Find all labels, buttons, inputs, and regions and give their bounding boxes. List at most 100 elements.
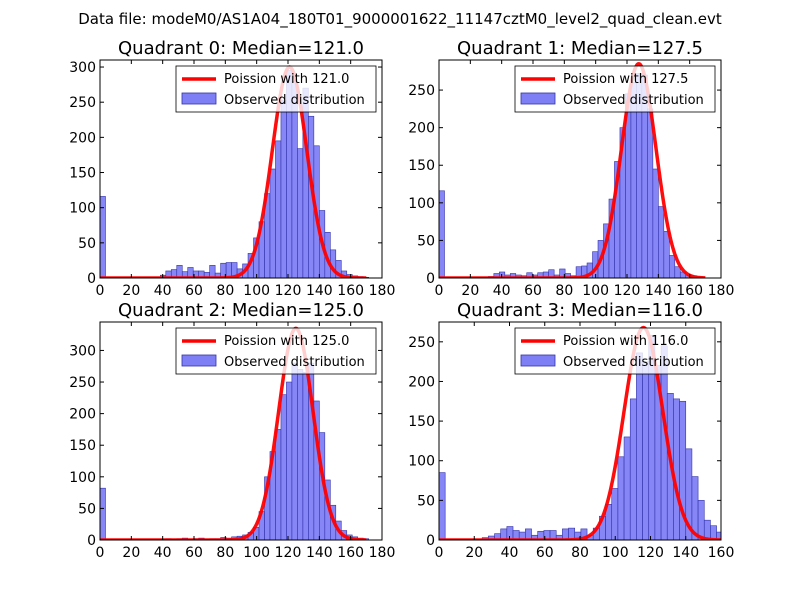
- histogram-bar: [647, 108, 654, 278]
- quadrant-2-panel: Quadrant 2: Median=125.00 20 40 60 80 100 120 1…: [69, 300, 395, 561]
- y-tick-label: 50: [78, 236, 96, 252]
- x-tick-label: 140: [672, 545, 699, 561]
- x-tick-label: 140: [306, 283, 333, 299]
- legend-line-label: Poission with 125.0: [224, 334, 349, 349]
- histogram-bar: [673, 398, 680, 540]
- quadrant-1-panel: Quadrant 1: Median=127.50 20 40 60 80 100 120 1…: [408, 38, 734, 299]
- x-tick-label: 60: [185, 283, 203, 299]
- poisson-curve: [100, 65, 368, 278]
- x-tick-label: 100: [243, 545, 270, 561]
- x-tick-label: 20: [461, 283, 479, 299]
- legend-bar-swatch: [181, 354, 217, 367]
- y-tick-label: 300: [69, 343, 96, 359]
- quadrant-0-plot-area: [100, 65, 369, 278]
- quadrant-3-title: Quadrant 3: Median=116.0: [457, 300, 703, 321]
- histogram-bar: [269, 168, 276, 278]
- histogram-bar: [100, 487, 106, 540]
- histogram-bar: [668, 255, 676, 278]
- legend-line-label: Poission with 121.0: [224, 72, 349, 87]
- quadrant-3-panel: Quadrant 3: Median=116.0 0 20 40 60 80 100 120 1…: [408, 300, 734, 561]
- x-tick-label: 60: [536, 545, 554, 561]
- legend-bar-swatch: [520, 354, 556, 367]
- x-tick-label: 160: [337, 283, 364, 299]
- histogram-bar: [611, 488, 619, 540]
- histogram-bar: [716, 531, 721, 540]
- y-tick-label: 250: [69, 375, 96, 391]
- x-tick-label: 160: [708, 545, 735, 561]
- x-tick-label: 0: [96, 283, 105, 299]
- y-tick-label: 50: [417, 493, 435, 509]
- histogram-bar: [617, 456, 625, 540]
- y-tick-label: 0: [87, 271, 96, 287]
- histogram-bar: [275, 429, 282, 540]
- x-tick-label: 180: [369, 545, 396, 561]
- quadrant-0-axes-frame: [99, 59, 383, 279]
- quadrant-0-legend: Poission with 121.0 Observed distribution: [175, 65, 377, 113]
- quadrant-2-legend: Poission with 125.0 Observed distribution: [175, 327, 377, 375]
- y-tick-label: 0: [426, 533, 435, 549]
- y-tick-label: 100: [408, 454, 435, 470]
- histogram-bar: [439, 190, 445, 278]
- histogram-bar: [439, 472, 446, 540]
- histogram-bar: [658, 206, 665, 278]
- y-tick-label: 150: [69, 438, 96, 454]
- histogram-bar: [623, 436, 631, 540]
- quadrant-1-title: Quadrant 1: Median=127.5: [457, 38, 703, 59]
- x-tick-label: 80: [571, 545, 589, 561]
- x-tick-label: 140: [645, 283, 672, 299]
- y-tick-label: 100: [69, 470, 96, 486]
- histogram-bar: [302, 372, 309, 540]
- quadrant-2-axes-frame: [99, 321, 383, 541]
- histogram-bar: [209, 265, 216, 278]
- histogram-bar: [280, 99, 287, 278]
- quadrant-1-axes-frame: [438, 59, 722, 279]
- histogram-bar: [629, 398, 637, 540]
- y-tick-label: 200: [69, 130, 96, 146]
- y-tick-label: 250: [69, 95, 96, 111]
- x-tick-label: 20: [122, 545, 140, 561]
- legend-bar-label: Observed distribution: [563, 355, 704, 370]
- x-tick-label: 100: [243, 283, 270, 299]
- y-tick-label: 150: [408, 158, 435, 174]
- y-tick-label: 0: [87, 533, 96, 549]
- x-tick-label: 20: [122, 283, 140, 299]
- histogram-bar: [642, 361, 650, 540]
- legend-bar-swatch: [520, 92, 556, 105]
- y-tick-label: 100: [408, 196, 435, 212]
- x-tick-label: 40: [501, 545, 519, 561]
- x-tick-label: 120: [275, 545, 302, 561]
- y-tick-label: 200: [69, 407, 96, 423]
- histogram-bar: [663, 231, 670, 278]
- y-tick-label: 100: [69, 201, 96, 217]
- x-tick-label: 120: [275, 283, 302, 299]
- quadrant-3-plot-area: [439, 325, 721, 540]
- x-tick-label: 140: [306, 545, 333, 561]
- quadrant-0-panel: Quadrant 0: Median=121.00 20 40 60 80 100 120 1…: [69, 38, 395, 299]
- x-tick-label: 0: [435, 545, 444, 561]
- y-tick-label: 250: [408, 335, 435, 351]
- quadrant-3-legend: Poission with 116.0 Observed distribution: [514, 327, 716, 375]
- x-tick-label: 80: [216, 545, 234, 561]
- x-tick-label: 0: [96, 545, 105, 561]
- legend-bar-label: Observed distribution: [224, 93, 365, 108]
- x-tick-label: 40: [154, 283, 172, 299]
- histogram-bar: [176, 265, 183, 278]
- figure-suptitle: Data file: modeM0/AS1A04_180T01_90000016…: [78, 10, 722, 29]
- x-tick-label: 160: [676, 283, 703, 299]
- x-tick-label: 160: [337, 545, 364, 561]
- y-tick-label: 150: [408, 414, 435, 430]
- y-tick-label: 250: [408, 83, 435, 99]
- y-tick-label: 300: [69, 60, 96, 76]
- x-tick-label: 80: [555, 283, 573, 299]
- histogram-bar: [548, 269, 555, 278]
- quadrant-0-title: Quadrant 0: Median=121.0: [118, 38, 364, 59]
- x-tick-label: 0: [435, 283, 444, 299]
- x-tick-label: 60: [524, 283, 542, 299]
- histogram-bar: [275, 140, 282, 278]
- quadrant-2-title: Quadrant 2: Median=125.0: [118, 300, 364, 321]
- quadrant-1-legend: Poission with 127.5 Observed distribution: [514, 65, 716, 113]
- x-tick-label: 100: [582, 283, 609, 299]
- x-tick-label: 120: [637, 545, 664, 561]
- x-tick-label: 20: [465, 545, 483, 561]
